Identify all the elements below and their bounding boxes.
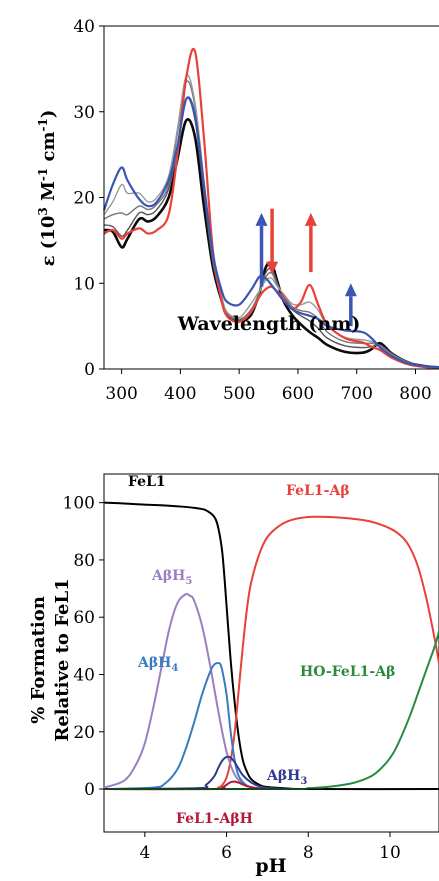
spectra-y-tick-label: 20 <box>73 189 95 209</box>
speciation-x-axis-label: pH <box>255 855 286 877</box>
speciation-series-line-2 <box>103 515 439 791</box>
spectra-x-tick-label: 800 <box>399 384 431 404</box>
speciation-series-group <box>103 501 439 791</box>
spectra-x-tick-label: 600 <box>282 384 314 404</box>
spectra-y-tick-label: 30 <box>73 103 95 123</box>
spectra-series-line-5 <box>103 48 439 370</box>
speciation-y-tick-label: 40 <box>73 665 95 685</box>
spectra-series-line-6 <box>102 96 439 369</box>
speciation-series-line-1 <box>103 501 439 791</box>
speciation-series-line-5 <box>103 755 288 791</box>
speciation-axes: 0 20 40 60 80 100 4 6 8 10 <box>63 494 439 863</box>
speciation-series-label-7: FeL1-AβH <box>176 811 253 827</box>
speciation-series-label-2: FeL1-Aβ <box>286 483 350 499</box>
speciation-y-tick-label: 20 <box>73 723 95 743</box>
spectra-x-axis-label: Wavelength (nm) <box>177 313 361 335</box>
speciation-y-tick-label: 100 <box>63 494 95 514</box>
speciation-y-axis-label-line2: Relative to FeL1 <box>52 578 73 741</box>
speciation-x-tick-label: 10 <box>379 843 401 863</box>
spectra-series-line-4 <box>103 74 439 368</box>
spectra-chart: 0 10 20 30 40 300 400 500 600 700 800 Wavelength (… <box>36 17 439 404</box>
spectra-y-tick-label: 0 <box>84 360 95 380</box>
speciation-x-tick-label: 8 <box>303 843 314 863</box>
speciation-y-axis-label-line1: % Formation <box>28 596 49 724</box>
speciation-frame <box>103 473 439 833</box>
speciation-y-tick-label: 80 <box>73 551 95 571</box>
speciation-y-tick-label: 60 <box>73 608 95 628</box>
spectra-x-tick-label: 700 <box>340 384 372 404</box>
speciation-x-tick-label: 4 <box>139 843 150 863</box>
spectra-x-tick-label: 500 <box>223 384 255 404</box>
speciation-series-line-7 <box>103 631 439 791</box>
speciation-chart: 0 20 40 60 80 100 4 6 8 10 FeL1 FeL1-Aβ AβH5 AβH4 HO-… <box>28 473 439 877</box>
spectra-y-tick-label: 10 <box>73 274 95 294</box>
speciation-series-label-3: AβH5 <box>151 568 192 587</box>
spectra-y-tick-label: 40 <box>73 17 95 37</box>
spectra-arrow-head-1 <box>255 212 268 226</box>
spectra-axes: 0 10 20 30 40 300 400 500 600 700 800 <box>73 17 439 404</box>
spectra-x-tick-label: 300 <box>105 384 137 404</box>
speciation-y-tick-label: 0 <box>84 780 95 800</box>
spectra-arrows-group <box>255 208 357 327</box>
spectra-arrow-head-3 <box>304 212 317 226</box>
spectra-x-tick-label: 400 <box>164 384 196 404</box>
spectra-y-axis-label: ε (103 M-1 cm-1) <box>36 110 59 267</box>
spectra-arrow-head-4 <box>344 283 357 297</box>
speciation-series-line-4 <box>103 662 268 791</box>
spectra-series-group <box>102 48 439 370</box>
spectra-arrow-head-2 <box>266 261 279 275</box>
speciation-labels-group: FeL1 FeL1-Aβ AβH5 AβH4 HO-FeL1-Aβ AβH3 FeL1-Aβ… <box>128 474 395 827</box>
speciation-series-label-5: HO-FeL1-Aβ <box>300 664 395 680</box>
speciation-series-label-1: FeL1 <box>128 474 166 490</box>
speciation-x-tick-label: 6 <box>221 843 232 863</box>
speciation-series-label-6: AβH3 <box>266 768 307 787</box>
speciation-series-label-4: AβH4 <box>137 655 178 674</box>
